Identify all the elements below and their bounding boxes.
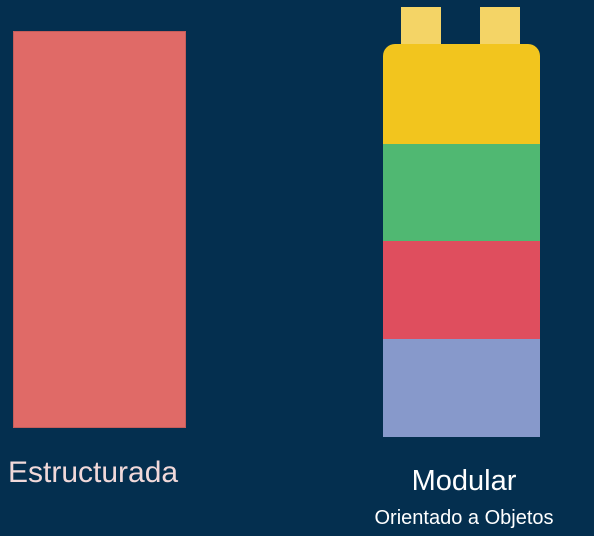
- modular-layer-4: [383, 339, 540, 437]
- monolithic-block: [13, 31, 186, 428]
- modular-stud-right: [480, 7, 520, 47]
- modular-stud-left: [401, 7, 441, 47]
- object-oriented-label: Orientado a Objetos: [374, 507, 554, 529]
- modular-label: Modular: [411, 465, 517, 497]
- modular-layer-1: [383, 44, 540, 144]
- structured-label: Estructurada: [8, 456, 179, 489]
- modular-layer-3: [383, 241, 540, 339]
- modular-layer-2: [383, 144, 540, 241]
